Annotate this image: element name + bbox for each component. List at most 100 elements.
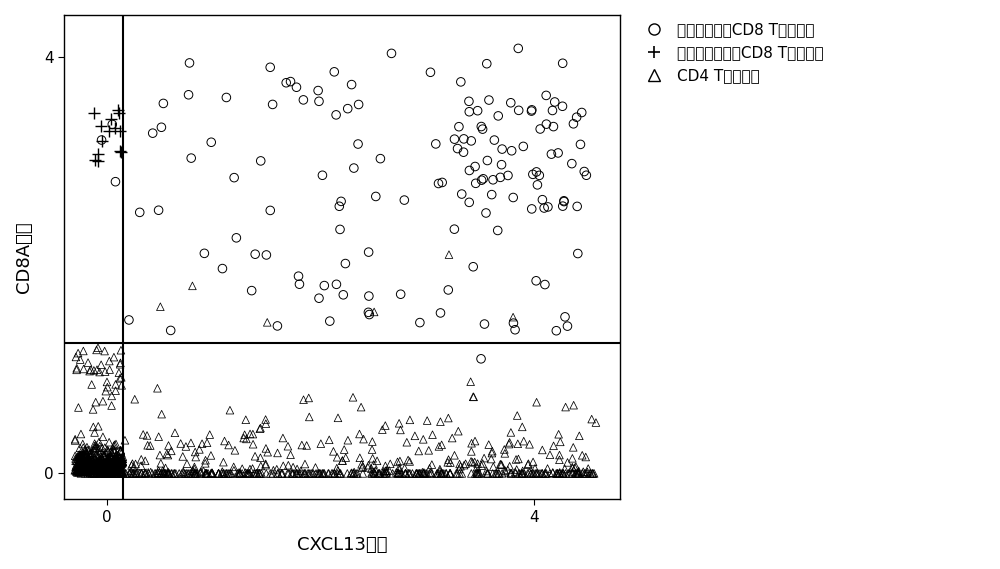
Point <box>89 443 105 452</box>
Point <box>194 439 210 448</box>
Point <box>187 469 203 478</box>
Point <box>72 467 88 476</box>
Point <box>332 469 348 478</box>
Point <box>547 97 563 106</box>
Point <box>181 90 197 100</box>
Point <box>155 99 171 108</box>
Point <box>73 466 89 475</box>
Point <box>423 469 439 478</box>
Point <box>497 468 513 477</box>
Point <box>86 446 102 455</box>
Point <box>471 469 487 478</box>
Point <box>97 460 113 469</box>
Point <box>98 465 114 475</box>
Point <box>106 461 122 471</box>
Point <box>102 365 118 374</box>
Point <box>349 469 365 478</box>
Point <box>91 445 107 454</box>
Point <box>113 468 129 477</box>
Point <box>87 461 103 471</box>
Point <box>104 391 120 401</box>
Point <box>79 466 95 475</box>
Point <box>103 464 119 473</box>
Point <box>226 463 242 472</box>
Point <box>312 469 328 478</box>
Point <box>394 469 410 478</box>
Point <box>106 463 122 472</box>
Point <box>416 468 432 477</box>
Point <box>388 468 404 477</box>
Point <box>78 447 94 456</box>
Point <box>571 469 587 478</box>
Point <box>444 434 460 443</box>
Point <box>72 465 88 475</box>
Point <box>140 468 156 477</box>
Point <box>289 469 305 478</box>
Point <box>528 276 544 285</box>
Point <box>96 469 112 478</box>
Point <box>108 380 124 389</box>
Point <box>234 469 250 478</box>
Point <box>509 465 525 474</box>
Point <box>579 469 595 478</box>
Point <box>87 444 103 453</box>
Point <box>70 349 86 358</box>
Point <box>95 459 111 468</box>
Point <box>83 365 99 374</box>
Point <box>71 459 87 468</box>
Point <box>124 469 140 478</box>
Point <box>220 469 236 478</box>
Point <box>83 458 99 467</box>
Point <box>375 469 391 478</box>
Point <box>98 469 114 478</box>
Point <box>77 459 93 468</box>
Point <box>82 449 98 458</box>
Point <box>114 458 130 467</box>
Point <box>87 459 103 468</box>
Point <box>68 461 84 470</box>
Point <box>520 469 536 478</box>
Point <box>105 465 121 474</box>
Point <box>112 468 128 477</box>
Point <box>438 469 454 478</box>
Point <box>113 455 129 464</box>
Point <box>104 448 120 457</box>
Point <box>510 44 526 53</box>
Point <box>321 435 337 444</box>
Point <box>85 405 101 414</box>
Point <box>103 452 119 461</box>
Point <box>94 462 110 471</box>
Point <box>92 464 108 473</box>
Point <box>470 469 486 478</box>
Point <box>92 455 108 464</box>
Point <box>452 460 468 469</box>
Point <box>449 469 465 478</box>
Point <box>94 465 110 474</box>
Point <box>344 80 360 89</box>
Point <box>431 179 447 188</box>
Point <box>111 463 127 472</box>
Point <box>82 460 98 469</box>
Point <box>73 461 89 470</box>
Point <box>564 159 580 168</box>
Point <box>81 465 97 475</box>
Point <box>534 469 550 478</box>
Point <box>486 135 502 145</box>
Point <box>69 465 85 475</box>
Point <box>80 454 96 463</box>
Point <box>112 360 128 369</box>
Point <box>275 461 291 471</box>
Point <box>131 469 147 478</box>
Point <box>107 463 123 472</box>
Point <box>325 447 341 456</box>
Point <box>379 468 395 477</box>
Point <box>507 325 523 335</box>
Point <box>552 438 568 447</box>
Point <box>88 440 104 450</box>
Point <box>187 469 203 478</box>
Point <box>187 447 203 456</box>
Point <box>465 262 481 271</box>
Point <box>461 198 477 207</box>
Point <box>76 456 92 465</box>
Point <box>98 460 114 469</box>
